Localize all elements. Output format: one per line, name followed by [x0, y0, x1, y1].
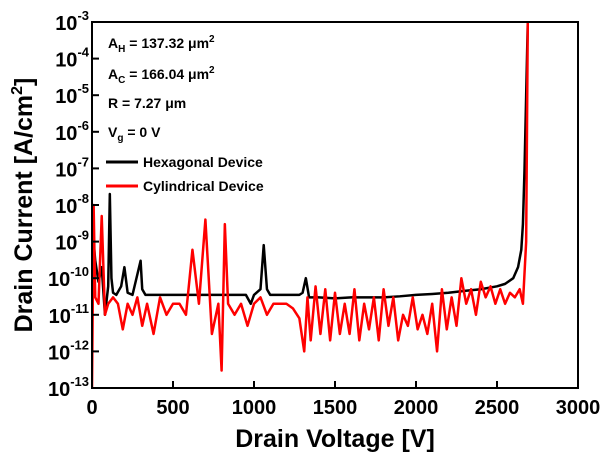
data-line — [92, 22, 530, 388]
annotation-main: V — [108, 124, 118, 140]
y-tick-label: 10-7 — [55, 154, 89, 181]
y-tick-base: 10 — [55, 50, 77, 72]
y-tick-exp: -3 — [77, 8, 89, 23]
y-tick-exp: -5 — [77, 81, 89, 96]
y-axis-label: Drain Current [A/cm2] — [9, 78, 38, 333]
y-tick-label: 10-11 — [49, 301, 89, 328]
y-tick-base: 10 — [55, 159, 77, 181]
x-tick-label: 3000 — [556, 397, 601, 419]
annotation-rest: = 166.04 μm — [125, 66, 209, 82]
y-tick-base: 10 — [55, 233, 77, 255]
x-tick-label: 500 — [156, 397, 189, 419]
y-tick-exp: -11 — [71, 301, 89, 316]
annotation-sub: C — [118, 75, 125, 86]
legend-label: Hexagonal Device — [143, 154, 263, 170]
y-tick-base: 10 — [49, 306, 71, 328]
y-tick-base: 10 — [55, 196, 77, 218]
legend-label: Cylindrical Device — [143, 178, 264, 194]
y-tick-exp: -10 — [70, 264, 89, 279]
x-tick-label: 0 — [86, 397, 97, 419]
y-tick-label: 10-10 — [48, 264, 89, 291]
y-tick-base: 10 — [48, 342, 70, 364]
annotation-sub: g — [117, 133, 123, 144]
y-axis-label-sup: 2 — [9, 86, 26, 95]
y-tick-exp: -9 — [77, 228, 89, 243]
y-tick-label: 10-9 — [55, 228, 89, 255]
annotation-main: A — [108, 66, 118, 82]
annotation-sup: 2 — [209, 65, 215, 76]
annotation-sub: H — [118, 44, 125, 55]
data-line — [92, 22, 530, 317]
y-tick-base: 10 — [48, 269, 70, 291]
x-tick-label: 1500 — [313, 397, 358, 419]
y-tick-exp: -13 — [70, 374, 89, 389]
annotation-main: R = 7.27 μm — [108, 95, 186, 111]
y-tick-label: 10-8 — [55, 191, 89, 218]
y-tick-exp: -8 — [77, 191, 89, 206]
y-tick-label: 10-6 — [55, 118, 89, 145]
annotation: AH = 137.32 μm2 — [108, 34, 215, 55]
y-axis-label-end: ] — [10, 78, 38, 86]
x-axis-label: Drain Voltage [V] — [235, 425, 435, 453]
y-tick-label: 10-13 — [48, 374, 89, 401]
annotation-rest: = 0 V — [123, 124, 161, 140]
y-tick-exp: -6 — [77, 118, 89, 133]
annotation: AC = 166.04 μm2 — [108, 65, 215, 86]
y-tick-base: 10 — [55, 123, 77, 145]
annotation-main: A — [108, 35, 118, 51]
x-tick-label: 2000 — [394, 397, 439, 419]
y-tick-label: 10-5 — [55, 81, 89, 108]
y-tick-base: 10 — [48, 379, 70, 401]
annotation-rest: = 137.32 μm — [125, 35, 209, 51]
y-tick-label: 10-12 — [48, 337, 89, 364]
annotation: Vg = 0 V — [108, 124, 161, 144]
y-tick-label: 10-3 — [55, 8, 89, 35]
y-tick-exp: -12 — [70, 337, 89, 352]
y-tick-base: 10 — [55, 86, 77, 108]
x-tick-label: 1000 — [232, 397, 277, 419]
plot-lines — [92, 22, 530, 388]
y-tick-base: 10 — [55, 13, 77, 35]
annotation-sup: 2 — [209, 34, 215, 45]
y-tick-exp: -7 — [77, 154, 89, 169]
annotation: R = 7.27 μm — [108, 95, 186, 111]
y-tick-exp: -4 — [77, 45, 89, 60]
y-axis-label-text: Drain Current [A/cm — [10, 95, 38, 333]
x-tick-label: 2500 — [475, 397, 520, 419]
y-tick-label: 10-4 — [55, 45, 90, 72]
